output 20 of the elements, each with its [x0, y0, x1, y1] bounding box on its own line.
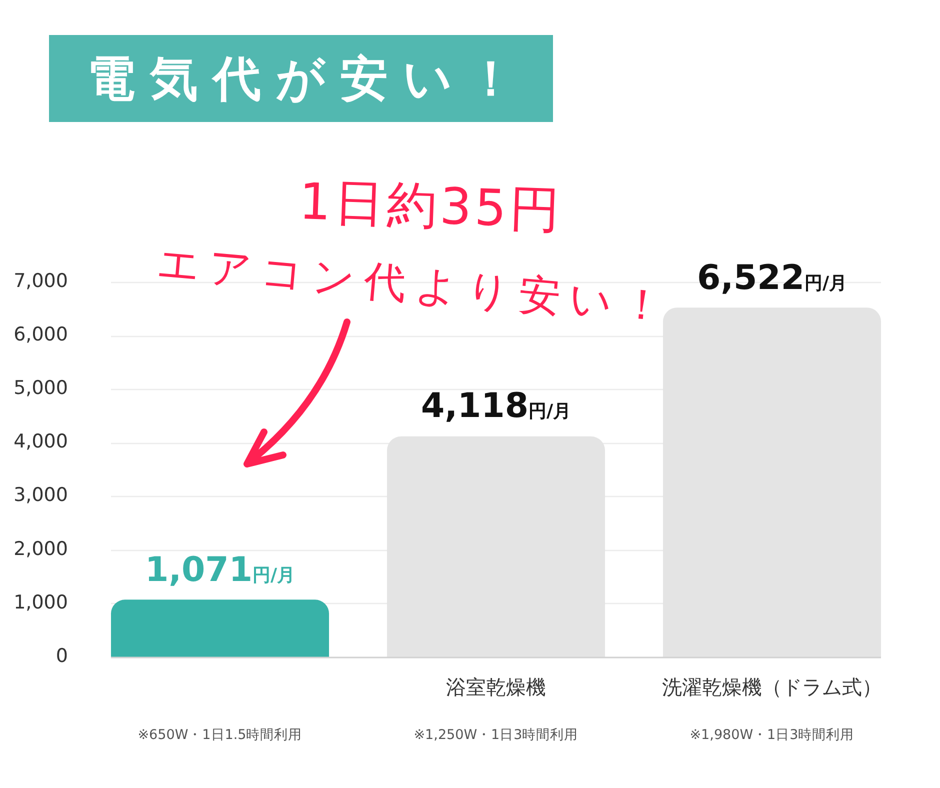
chart-title: 電気代が安い！ — [49, 35, 553, 122]
text: ※1,980W・1日3時間利用 — [690, 727, 854, 744]
y-tick-label: 1,000 — [14, 591, 68, 614]
x-tick-label: 浴室乾燥機 — [446, 675, 546, 700]
text: ※1,250W・1日3時間利用 — [414, 727, 578, 744]
annotation: エアコン代より安い！ — [154, 238, 674, 332]
bar — [110, 600, 330, 657]
data-label: 4,118円/月 — [420, 386, 572, 426]
y-tick-label: 5,000 — [14, 377, 68, 400]
y-tick-label: 7,000 — [14, 270, 68, 292]
y-tick-label: 2,000 — [14, 538, 68, 560]
y-tick-label: 4,000 — [14, 430, 68, 453]
y-tick-label: 3,000 — [14, 484, 68, 506]
y-tick-label: 0 — [56, 644, 68, 667]
data-label: 1,071円/月 — [144, 550, 296, 590]
text: ※650W・1日1.5時間利用 — [138, 727, 302, 744]
data-label: 6,522円/月 — [696, 258, 848, 298]
y-tick-label: 6,000 — [14, 324, 68, 346]
x-tick-label: 洗濯乾燥機（ドラム式） — [662, 675, 882, 700]
text: 1日約35円 — [298, 172, 563, 240]
